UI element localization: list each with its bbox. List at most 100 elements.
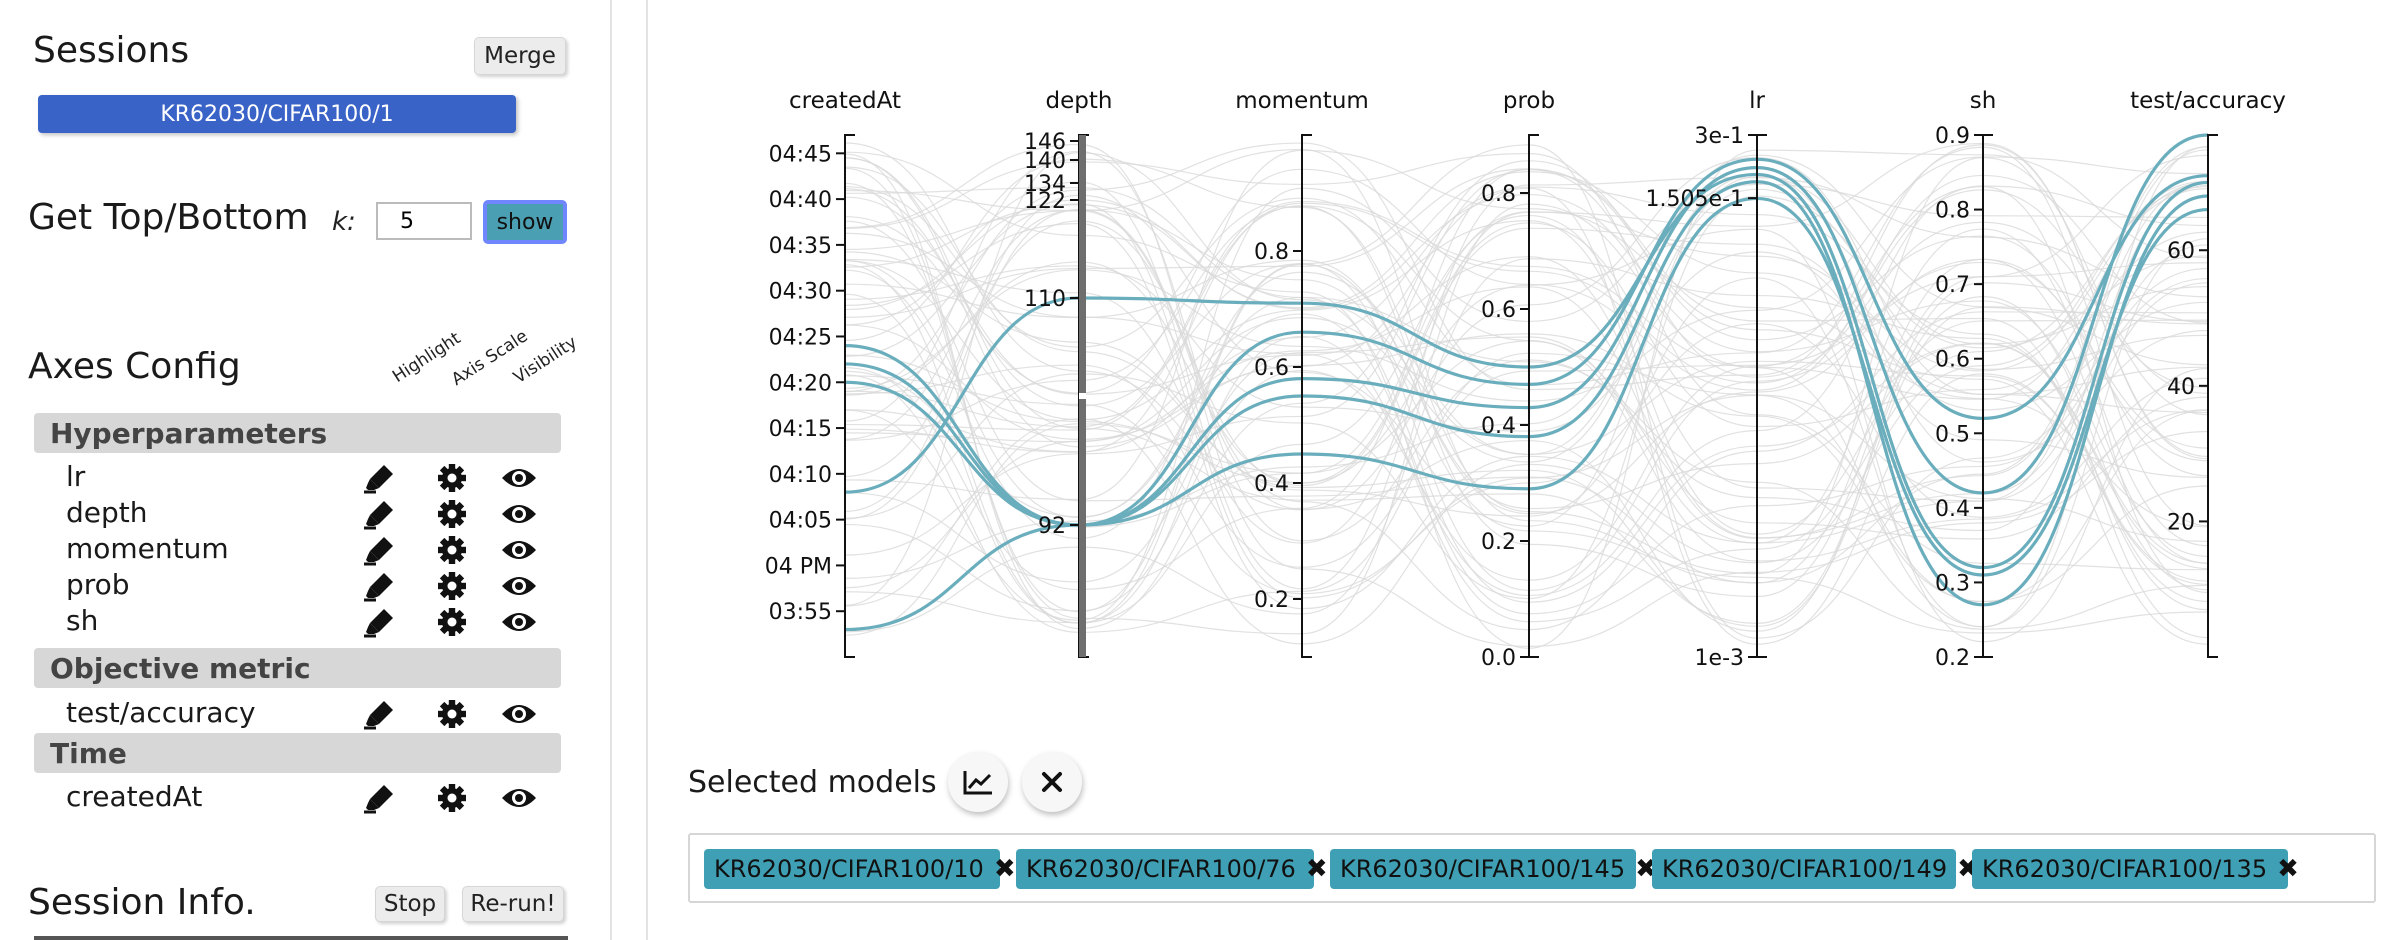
k-label: k: xyxy=(332,207,356,237)
axis-row-label: prob xyxy=(66,568,130,601)
selected-model-chip[interactable]: KR62030/CIFAR100/10 ✖ xyxy=(704,849,1016,889)
background-line xyxy=(844,146,2209,584)
tick-label: 1e-3 xyxy=(1695,646,1744,671)
tick-label: 92 xyxy=(1038,514,1066,539)
tick-label: 122 xyxy=(1024,189,1066,214)
background-line xyxy=(844,142,2209,511)
parallel-coordinates-chart[interactable]: createdAt 04:45 04:40 04:35 04:30 04:25 04:20 0… xyxy=(648,0,2402,700)
selected-model-chip[interactable]: KR62030/CIFAR100/149 ✖ xyxy=(1652,849,1979,889)
background-line xyxy=(844,150,2209,542)
depth-brush-gap xyxy=(1079,393,1086,399)
gear-icon[interactable] xyxy=(433,782,471,814)
background-line xyxy=(844,186,2209,611)
background-line xyxy=(844,258,2209,633)
background-line xyxy=(844,187,2209,630)
eye-icon[interactable] xyxy=(500,698,538,730)
tick-label: 140 xyxy=(1024,149,1066,174)
model-chip-label: KR62030/CIFAR100/10 xyxy=(714,855,984,883)
background-line xyxy=(844,209,2209,634)
axis-row-label: depth xyxy=(66,496,148,529)
background-line xyxy=(844,251,2209,479)
eye-icon[interactable] xyxy=(500,498,538,530)
session-info-title: Session Info. xyxy=(28,882,256,923)
eye-icon[interactable] xyxy=(500,570,538,602)
highlighter-icon[interactable] xyxy=(362,534,400,566)
main-panel: createdAt 04:45 04:40 04:35 04:30 04:25 04:20 0… xyxy=(648,0,2402,940)
axis-row-label: createdAt xyxy=(66,780,203,813)
tick-label: 0.8 xyxy=(1935,199,1970,224)
tick-label: 20 xyxy=(2167,510,2195,535)
clear-selection-button[interactable] xyxy=(1022,752,1082,812)
remove-chip-icon[interactable]: ✖ xyxy=(1305,854,1328,884)
axis-title: sh xyxy=(1970,88,1997,114)
tick-label: 146 xyxy=(1024,130,1066,155)
gear-icon[interactable] xyxy=(433,698,471,730)
gear-icon[interactable] xyxy=(433,462,471,494)
k-input[interactable] xyxy=(376,202,472,240)
selected-model-chip[interactable]: KR62030/CIFAR100/76 ✖ xyxy=(1016,849,1328,889)
axis-row-label: sh xyxy=(66,604,99,637)
tick-label: 04:30 xyxy=(769,280,832,305)
axis-row-createdat: createdAt xyxy=(66,780,586,816)
tick-label: 0.9 xyxy=(1935,124,1970,149)
session-chip[interactable]: KR62030/CIFAR100/1 xyxy=(38,95,516,133)
axis-line xyxy=(1982,134,1993,658)
remove-chip-icon[interactable]: ✖ xyxy=(1635,854,1657,884)
compare-chart-button[interactable] xyxy=(948,752,1008,812)
tick-label: 03:55 xyxy=(769,600,832,625)
background-line xyxy=(844,223,2209,610)
axes: createdAt 04:45 04:40 04:35 04:30 04:25 04:20 0… xyxy=(765,88,2286,671)
highlighter-icon[interactable] xyxy=(362,498,400,530)
gear-icon[interactable] xyxy=(433,570,471,602)
gear-icon[interactable] xyxy=(433,606,471,638)
merge-button[interactable]: Merge xyxy=(474,37,566,75)
tick-label: 04:25 xyxy=(769,325,832,350)
tick-label: 0.2 xyxy=(1481,530,1516,555)
background-line xyxy=(844,228,2209,583)
eye-icon[interactable] xyxy=(500,462,538,494)
tick-label: 3e-1 xyxy=(1695,124,1744,149)
background-line xyxy=(844,166,2209,627)
axis-title: depth xyxy=(1046,88,1113,114)
selected-models-title: Selected models xyxy=(688,765,937,800)
show-button[interactable]: show xyxy=(483,200,567,244)
rerun-button[interactable]: Re-run! xyxy=(462,886,564,922)
background-line xyxy=(844,188,2209,463)
group-time: Time xyxy=(34,733,561,773)
gear-icon[interactable] xyxy=(433,534,471,566)
axis-row-prob: prob xyxy=(66,568,586,604)
sessions-title: Sessions xyxy=(33,30,190,71)
highlighted-line xyxy=(844,196,2209,632)
axis-title: createdAt xyxy=(789,88,901,114)
eye-icon[interactable] xyxy=(500,606,538,638)
highlighter-icon[interactable] xyxy=(362,782,400,814)
background-line xyxy=(844,183,2209,621)
tick-label: 0.2 xyxy=(1254,588,1289,613)
axis-line xyxy=(2207,134,2218,658)
session-info-divider xyxy=(34,936,568,940)
highlighter-icon[interactable] xyxy=(362,606,400,638)
background-line xyxy=(844,193,2209,557)
selected-model-chip[interactable]: KR62030/CIFAR100/135 ✖ xyxy=(1972,849,2299,889)
line-chart-icon xyxy=(963,771,992,795)
background-line xyxy=(844,176,2209,527)
gear-icon[interactable] xyxy=(433,498,471,530)
highlighter-icon[interactable] xyxy=(362,698,400,730)
remove-chip-icon[interactable]: ✖ xyxy=(993,854,1016,884)
stop-button[interactable]: Stop xyxy=(375,886,445,922)
background-line xyxy=(844,210,2209,632)
axis-row-lr: lr xyxy=(66,460,586,496)
tick-label: 0.6 xyxy=(1481,298,1516,323)
eye-icon[interactable] xyxy=(500,534,538,566)
tick-label: 04:10 xyxy=(769,463,832,488)
remove-chip-icon[interactable]: ✖ xyxy=(2277,854,2299,884)
tick-label: 134 xyxy=(1024,172,1066,197)
selected-model-chip[interactable]: KR62030/CIFAR100/145 ✖ xyxy=(1330,849,1657,889)
tick-label: 04:40 xyxy=(769,188,832,213)
eye-icon[interactable] xyxy=(500,782,538,814)
axis-momentum: momentum 0.8 0.6 0.4 0.2 xyxy=(1235,88,1369,658)
background-line xyxy=(844,157,2209,624)
panel-divider xyxy=(612,0,648,940)
highlighter-icon[interactable] xyxy=(362,462,400,494)
highlighter-icon[interactable] xyxy=(362,570,400,602)
